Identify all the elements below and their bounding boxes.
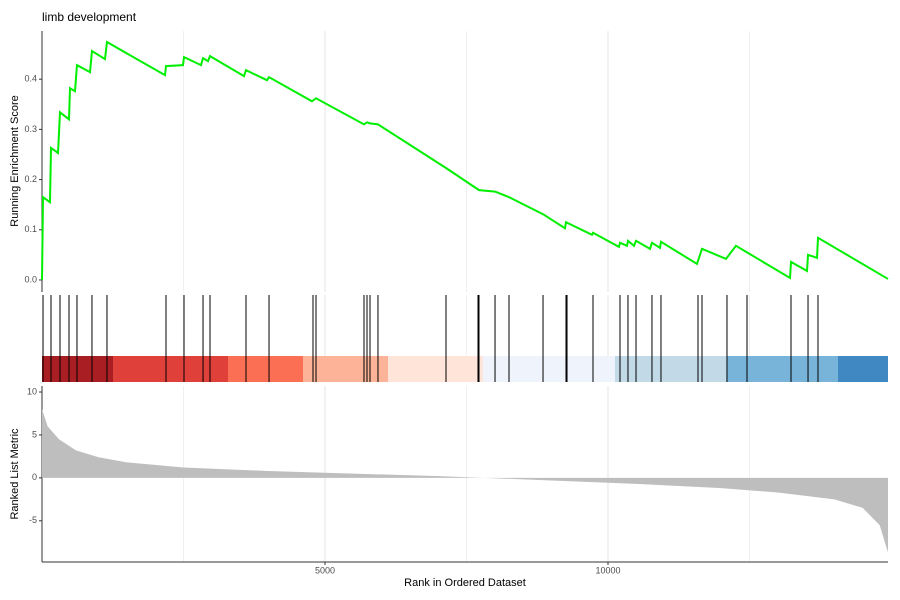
color-band — [727, 356, 838, 382]
y-tick-label: 0.0 — [24, 274, 37, 284]
color-band — [113, 356, 228, 382]
y-tick-label: 5 — [32, 429, 37, 439]
y-tick-label: 0.3 — [24, 124, 37, 134]
y-tick-label: 0 — [32, 472, 37, 482]
x-tick-label: 5000 — [315, 565, 335, 575]
y-tick-label: 0.2 — [24, 174, 37, 184]
color-band — [483, 356, 615, 382]
chart-title: limb development — [42, 10, 137, 24]
color-band — [838, 356, 888, 382]
x-axis-label: Rank in Ordered Dataset — [404, 577, 526, 589]
x-tick-label: 10000 — [595, 565, 620, 575]
y-tick-label: -5 — [29, 515, 37, 525]
color-bar — [42, 356, 888, 382]
color-band — [228, 356, 303, 382]
color-band — [615, 356, 727, 382]
enrichment-line — [41, 40, 889, 280]
metric-area — [42, 409, 888, 553]
y-axis-label: Running Enrichment Score — [9, 95, 21, 226]
y-axis-label: Ranked List Metric — [9, 428, 21, 520]
color-band — [388, 356, 483, 382]
color-band — [42, 356, 113, 382]
y-tick-label: 0.1 — [24, 224, 37, 234]
color-band — [303, 356, 388, 382]
y-tick-label: 10 — [27, 386, 37, 396]
y-tick-label: 0.4 — [24, 74, 37, 84]
